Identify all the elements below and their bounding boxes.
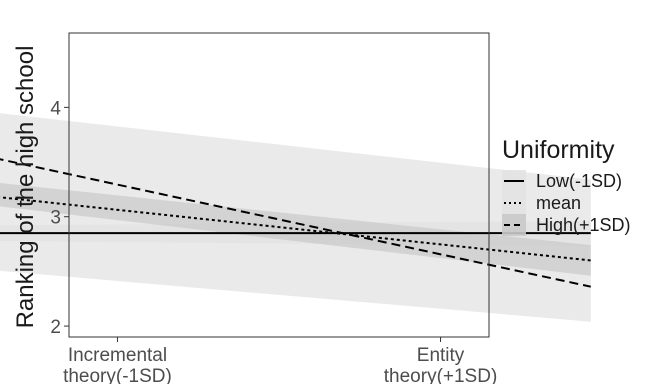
y-tick-label: 2 <box>50 317 61 338</box>
legend-label: High(+1SD) <box>536 215 631 235</box>
x-axis-ticks: Incremental theory(-1SD) Entity theory(+1SD… <box>63 337 497 384</box>
series-line-high-1sd <box>0 158 591 288</box>
y-axis-ticks: 2 3 4 <box>50 98 69 338</box>
series-line-mean <box>0 196 591 262</box>
x-tick-label: Entity theory(+1SD) <box>384 345 498 384</box>
x-tick-label-line: theory(-1SD) <box>63 366 172 384</box>
legend-label: Low(-1SD) <box>536 171 622 191</box>
series-lines <box>0 158 591 288</box>
x-tick-label: Incremental theory(-1SD) <box>63 345 172 384</box>
y-axis-title: Ranking of the high school <box>12 46 39 329</box>
plot-panel-border <box>68 32 490 338</box>
legend-title: Uniformity <box>502 136 615 164</box>
legend-label: mean <box>536 193 581 213</box>
x-tick-label-line: Entity <box>417 345 465 366</box>
x-tick-label-line: Incremental <box>68 345 167 366</box>
y-tick-label: 4 <box>50 98 61 119</box>
x-tick-label-line: theory(+1SD) <box>384 366 498 384</box>
y-tick-label: 3 <box>50 208 61 229</box>
